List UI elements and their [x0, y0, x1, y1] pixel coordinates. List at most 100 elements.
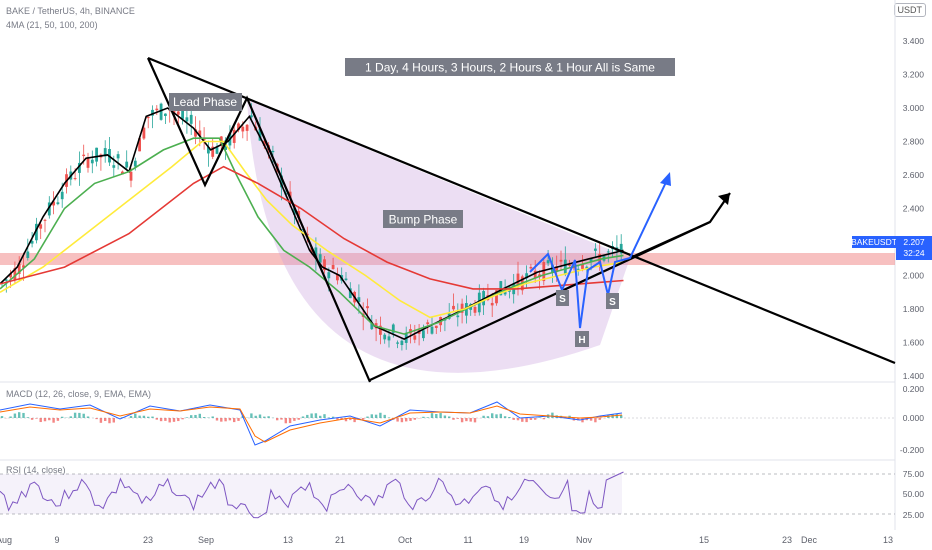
macd-histogram-bar — [61, 416, 64, 418]
candle-body — [138, 138, 141, 152]
macd-histogram-bar — [297, 418, 300, 420]
candle-body — [555, 266, 559, 272]
candle-body — [288, 191, 292, 198]
candle-body — [546, 260, 550, 264]
macd-histogram-bar — [387, 417, 391, 418]
macd-histogram-bar — [301, 416, 305, 418]
candle-body — [473, 306, 477, 313]
head-label[interactable]: H — [575, 331, 589, 347]
candle-body — [293, 208, 296, 215]
macd-histogram-bar — [104, 418, 107, 421]
ma-line-2 — [0, 137, 624, 335]
candle-body — [529, 266, 533, 269]
macd-histogram-bar — [306, 414, 309, 418]
rsi-axis[interactable]: 75.00 50.00 25.00 — [903, 469, 925, 520]
macd-histogram-bar — [581, 418, 584, 423]
macd-histogram-bar — [293, 418, 296, 421]
candle-body — [495, 290, 498, 304]
candle-body — [9, 273, 12, 278]
macd-histogram-bar — [542, 418, 545, 420]
macd-histogram-bar — [30, 418, 34, 420]
last-price-badge[interactable]: BAKEUSDT 2.207 32:24 — [851, 236, 932, 260]
candle-body — [391, 324, 395, 333]
left-shoulder-label[interactable]: S — [556, 290, 569, 306]
candle-body — [323, 259, 326, 271]
candle-body — [95, 147, 98, 162]
macd-histogram-bar — [323, 414, 326, 418]
price-tick-label: 3.400 — [903, 36, 925, 46]
rsi-legend[interactable]: RSI (14, close) — [6, 465, 66, 475]
candle-body — [314, 247, 318, 259]
candle-body — [103, 148, 107, 157]
price-tick-label: 2.800 — [903, 137, 925, 147]
moving-average-legend[interactable]: 4MA (21, 50, 100, 200) — [6, 20, 98, 30]
candle-body — [452, 305, 455, 310]
candle-body — [387, 336, 391, 341]
candle-body — [383, 334, 387, 340]
candle-body — [426, 322, 430, 325]
macd-histogram-bar — [26, 417, 29, 418]
right-shoulder-label[interactable]: S — [606, 293, 619, 309]
macd-histogram-bar — [69, 416, 72, 418]
macd-histogram-bar — [374, 414, 378, 418]
macd-axis[interactable]: 0.200 0.000 -0.200 — [900, 384, 924, 455]
candle-body — [568, 264, 571, 266]
time-tick-label: 13 — [283, 535, 293, 545]
candle-body — [82, 154, 86, 157]
timeframe-note[interactable]: 1 Day, 4 Hours, 3 Hours, 2 Hours & 1 Hou… — [345, 58, 675, 76]
macd-histogram-bar — [310, 413, 313, 418]
macd-histogram-bar — [52, 418, 55, 423]
candle-body — [331, 264, 335, 270]
macd-histogram-bar — [620, 415, 623, 418]
time-tick-label: 23 — [782, 535, 792, 545]
candle-body — [121, 171, 124, 175]
macd-histogram-bar — [400, 418, 404, 423]
macd-histogram-bar — [426, 417, 429, 418]
candle-body — [460, 303, 464, 313]
macd-histogram-bar — [413, 418, 416, 420]
macd-histogram-bar — [314, 413, 318, 418]
macd-histogram-bar — [422, 416, 425, 418]
macd-legend[interactable]: MACD (12, 26, close, 9, EMA, EMA) — [6, 389, 152, 399]
macd-histogram-bar — [439, 413, 442, 418]
lead-phase-label[interactable]: Lead Phase — [169, 93, 242, 111]
macd-histogram-bar — [284, 418, 287, 424]
macd-histogram-bar — [551, 412, 554, 418]
price-axis[interactable]: 3.4003.2003.0002.8002.6002.4002.2002.000… — [903, 36, 925, 381]
macd-histogram-bar — [516, 418, 520, 421]
macd-histogram-bar — [18, 412, 21, 418]
price-tick-label: 1.800 — [903, 304, 925, 314]
candle-body — [396, 342, 399, 344]
macd-histogram-bar — [228, 418, 232, 421]
macd-histogram-bar — [13, 413, 17, 418]
currency-badge[interactable]: USDT — [893, 3, 926, 17]
time-axis[interactable]: Aug 9 23 Sep 13 21 Oct 11 19 Nov 15 23 Dec 13 — [0, 535, 893, 545]
candle-body — [559, 259, 563, 262]
macd-histogram-bar — [73, 412, 77, 418]
candle-body — [348, 288, 352, 299]
macd-histogram-bar — [366, 416, 369, 418]
macd-histogram-bar — [181, 418, 184, 420]
rsi-tick-label: 50.00 — [903, 489, 925, 499]
macd-histogram-bar — [280, 418, 283, 420]
macd-histogram-bar — [99, 418, 103, 423]
price-tick-label: 3.200 — [903, 70, 925, 80]
macd-histogram-bar — [288, 418, 292, 424]
time-tick-label: 21 — [335, 535, 345, 545]
candle-body — [525, 273, 528, 279]
time-tick-label: 19 — [519, 535, 529, 545]
symbol-legend[interactable]: BAKE / TetherUS, 4h, BINANCE — [6, 6, 135, 16]
candle-body — [86, 157, 90, 168]
macd-histogram-bar — [142, 415, 146, 418]
candle-body — [159, 103, 163, 120]
macd-histogram-bar — [151, 416, 154, 418]
candle-body — [542, 261, 546, 282]
macd-histogram-bar — [177, 418, 180, 422]
macd-histogram-bar — [353, 418, 356, 423]
macd-histogram-bar — [344, 418, 348, 422]
macd-histogram-bar — [349, 418, 352, 421]
candle-body — [581, 264, 584, 269]
macd-histogram-bar — [370, 414, 373, 418]
bump-phase-label[interactable]: Bump Phase — [383, 210, 463, 228]
